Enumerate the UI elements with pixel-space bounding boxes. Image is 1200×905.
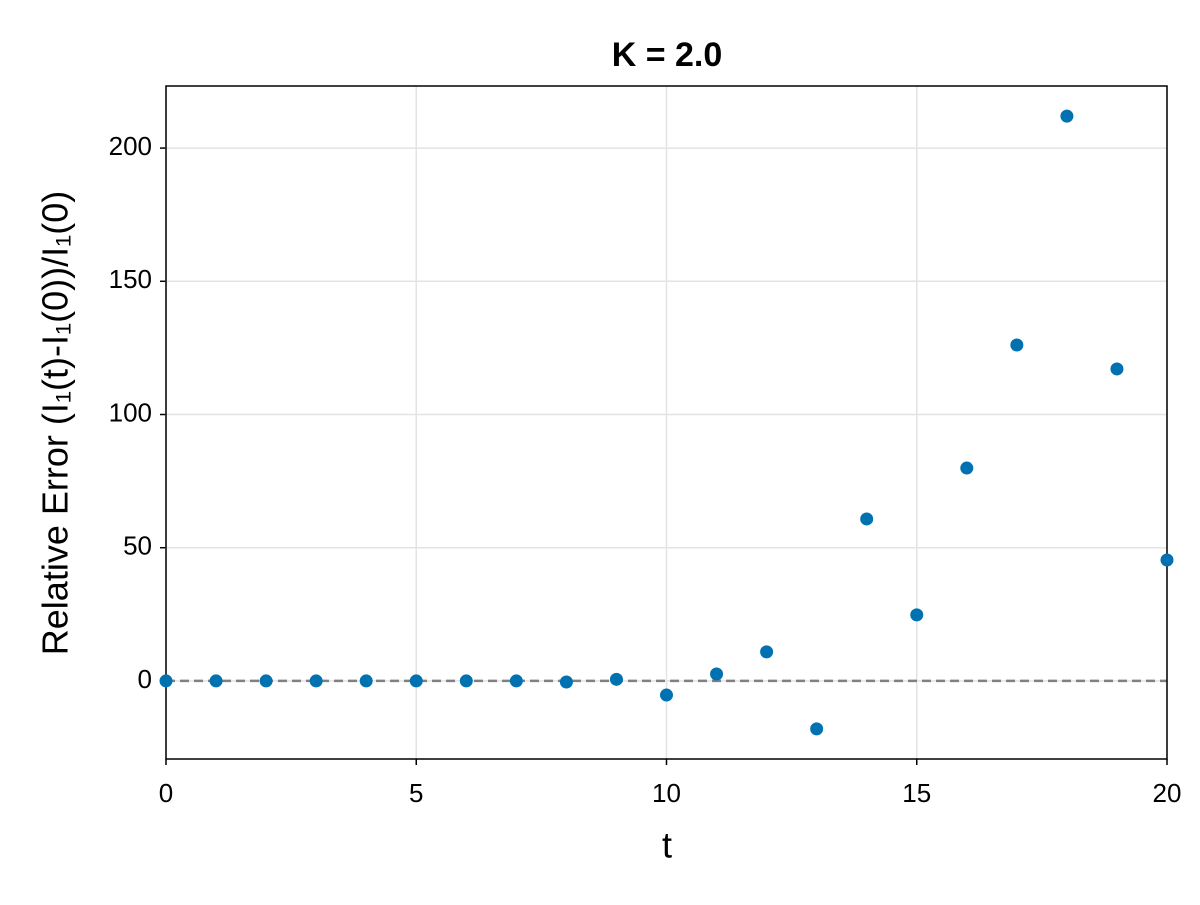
plot-frame [165,85,1168,760]
data-point [1160,553,1174,567]
data-point [760,645,774,659]
x-tick-label: 10 [652,778,681,808]
data-point [509,674,523,688]
chart-title: K = 2.0 [612,36,723,74]
data-point [359,674,373,688]
y-tick-label: 50 [123,531,152,561]
x-tick-label: 15 [902,778,931,808]
data-point [910,608,924,622]
data-point [409,674,423,688]
data-point [710,667,724,681]
data-point [459,674,473,688]
data-point [209,674,223,688]
x-tick-label: 0 [159,778,173,808]
data-point [860,512,874,526]
data-point [559,675,573,689]
data-point [609,672,623,686]
y-tick-label: 100 [109,397,152,427]
y-tick-label: 0 [138,664,152,694]
data-point [960,461,974,475]
data-point [660,688,673,702]
y-tick-label: 150 [109,264,152,294]
x-tick-label: 5 [409,778,423,808]
x-tick-label: 20 [1153,778,1182,808]
data-point [1010,338,1024,352]
y-axis-label: Relative Error (I₁(t)-I₁(0))/I₁(0) [35,191,76,655]
data-point [159,674,173,688]
data-point [309,674,323,688]
x-axis-label: t [662,825,672,866]
data-point [810,722,824,736]
data-point [1110,362,1124,376]
data-point [259,674,273,688]
y-tick-label: 200 [109,131,152,161]
data-point [1060,109,1074,123]
